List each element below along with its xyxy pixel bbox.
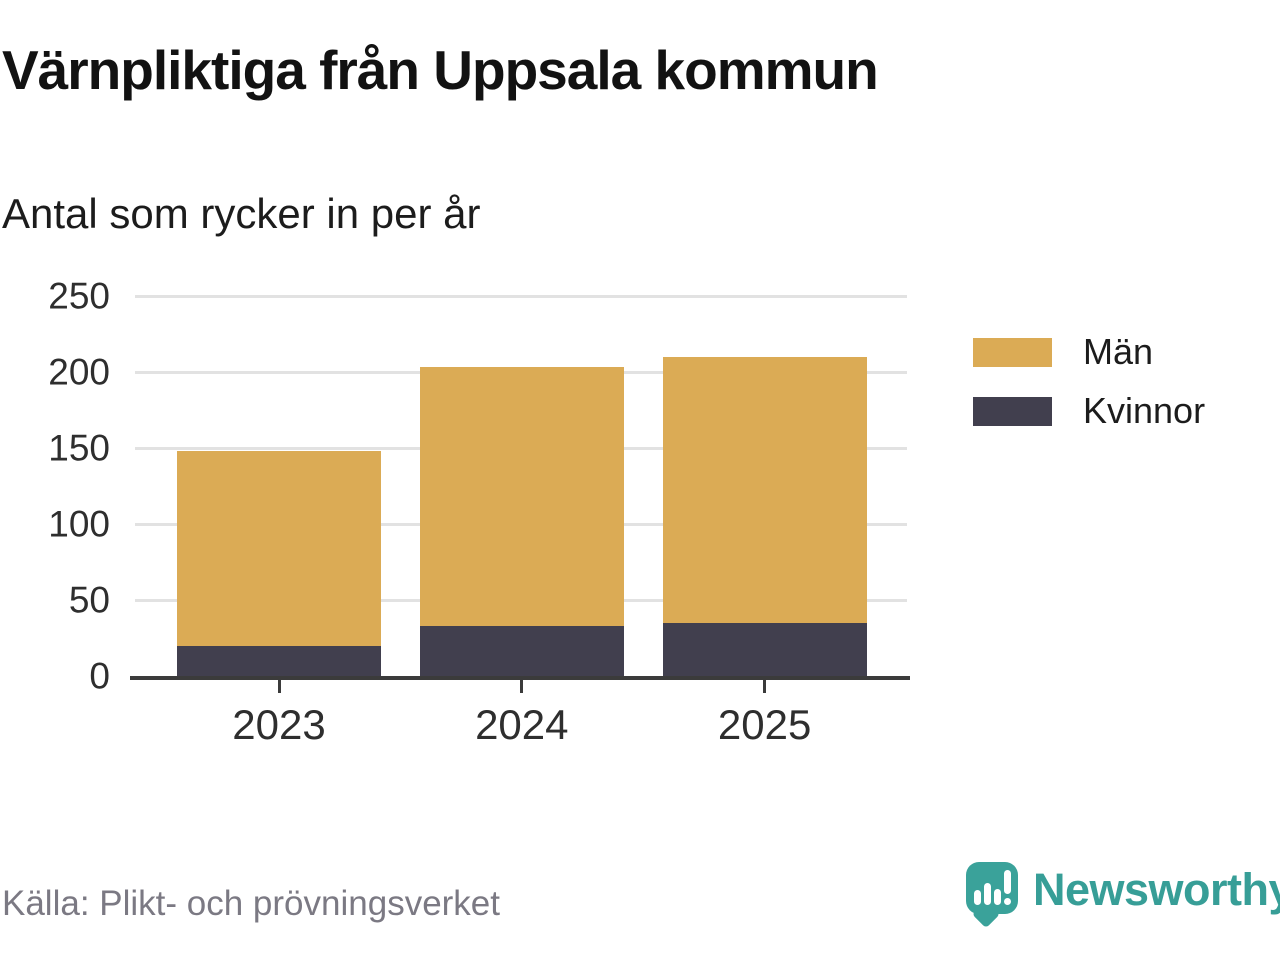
logo-exclamation-icon xyxy=(1004,870,1011,894)
logo-chart-bar-icon xyxy=(984,883,991,905)
x-tick-label-2023: 2023 xyxy=(232,701,326,748)
bar-segment-2023-Kvinnor xyxy=(177,645,381,676)
bar-2024 xyxy=(419,296,624,676)
newsworthy-wordmark: Newsworthy xyxy=(1033,864,1280,915)
bar-segment-2025-Kvinnor xyxy=(662,622,867,676)
newsworthy-logo: Newsworthy xyxy=(966,862,1280,929)
logo-exclamation-dot-icon xyxy=(1004,898,1011,905)
legend-label-Män: Män xyxy=(1083,331,1154,372)
gridline-250 xyxy=(135,294,907,298)
legend-swatch-Män xyxy=(973,337,1052,367)
x-axis-line xyxy=(130,676,910,680)
source-text: Källa: Plikt- och prövningsverket xyxy=(2,884,500,923)
logo-chart-bar-icon xyxy=(974,890,981,905)
chart-title: Värnpliktiga från Uppsala kommun xyxy=(2,39,879,101)
y-tick-label-0: 0 xyxy=(89,655,110,697)
legend-label-Kvinnor: Kvinnor xyxy=(1083,390,1206,431)
legend: Män Kvinnor xyxy=(973,331,1205,455)
legend-item-Män: Män xyxy=(973,331,1205,372)
legend-item-Kvinnor: Kvinnor xyxy=(973,390,1205,431)
bar-2025 xyxy=(662,296,867,676)
x-tick-2025 xyxy=(763,680,767,693)
x-tick-2023 xyxy=(277,680,281,693)
y-tick-label-200: 200 xyxy=(48,351,110,393)
y-tick-label-100: 100 xyxy=(48,503,110,545)
bar-segment-2025-Män xyxy=(662,356,867,623)
x-tick-label-2025: 2025 xyxy=(717,701,812,748)
legend-swatch-Kvinnor xyxy=(973,396,1052,426)
y-tick-label-150: 150 xyxy=(48,427,110,469)
bar-2023 xyxy=(177,296,381,676)
x-tick-label-2024: 2024 xyxy=(475,701,569,748)
logo-chart-bar-icon xyxy=(994,889,1001,905)
y-axis-labels: 0 50 100 150 200 250 xyxy=(0,278,110,695)
bar-segment-2024-Män xyxy=(419,367,624,626)
plot-area xyxy=(135,294,907,676)
y-tick-label-50: 50 xyxy=(68,579,110,621)
newsworthy-icon xyxy=(966,862,1018,929)
x-axis-labels: 2023 2024 2025 xyxy=(135,701,907,751)
chart-subtitle: Antal som rycker in per år xyxy=(2,190,481,237)
x-tick-2024 xyxy=(520,680,524,693)
y-tick-label-250: 250 xyxy=(48,275,110,317)
bar-segment-2023-Män xyxy=(177,451,381,646)
bar-segment-2024-Kvinnor xyxy=(419,625,624,676)
